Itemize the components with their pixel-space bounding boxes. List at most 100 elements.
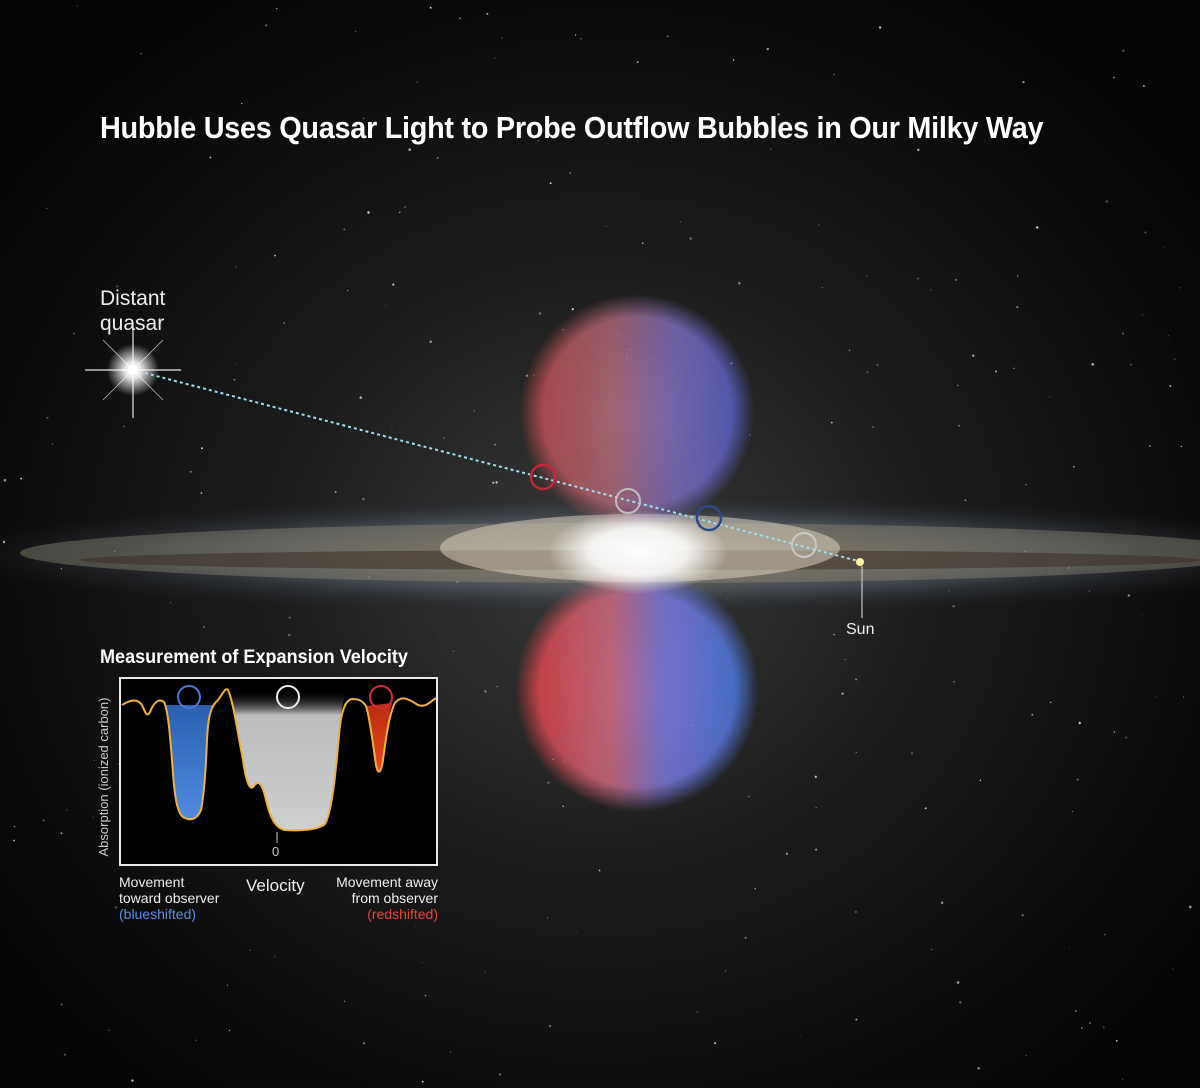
star <box>283 322 286 324</box>
star <box>1025 483 1027 486</box>
star <box>226 984 229 986</box>
star <box>598 869 601 872</box>
star <box>636 61 639 64</box>
star <box>170 602 172 604</box>
redshift-caption-line1: Movement away <box>336 874 438 890</box>
star <box>1172 968 1174 970</box>
star <box>1049 701 1052 704</box>
absorption-chart <box>119 677 438 866</box>
star <box>959 1000 962 1004</box>
star <box>833 73 835 76</box>
star <box>576 931 578 933</box>
star <box>841 692 844 695</box>
star <box>495 481 498 484</box>
star <box>953 680 956 683</box>
blueshift-absorption <box>166 705 213 820</box>
star <box>76 4 78 7</box>
star <box>833 633 835 636</box>
star <box>408 148 411 151</box>
quasar-label-line1: Distant <box>100 287 166 310</box>
star <box>355 125 358 127</box>
star <box>1125 736 1128 739</box>
star <box>1149 445 1151 447</box>
star <box>273 254 276 257</box>
star <box>1081 1027 1083 1029</box>
star <box>878 26 882 29</box>
star <box>362 117 365 120</box>
star <box>815 807 817 809</box>
star <box>569 172 572 175</box>
star <box>359 396 363 399</box>
star <box>911 118 913 120</box>
star <box>1180 445 1182 448</box>
star <box>1072 465 1075 468</box>
star <box>189 470 192 473</box>
star <box>249 949 251 951</box>
star <box>1017 275 1019 277</box>
blueshift-caption: Movement toward observer (blueshifted) <box>119 874 219 922</box>
star <box>977 1066 980 1070</box>
star <box>844 658 846 661</box>
redshift-caption-line3: (redshifted) <box>367 906 438 922</box>
star <box>399 211 401 213</box>
star <box>388 656 391 659</box>
star <box>848 349 851 352</box>
quasar <box>85 322 181 418</box>
star <box>343 228 346 231</box>
star <box>605 225 607 228</box>
star <box>367 211 370 214</box>
star <box>424 994 427 997</box>
star <box>537 139 540 142</box>
star <box>931 948 933 951</box>
star <box>436 157 439 159</box>
page-title: Hubble Uses Quasar Light to Probe Outflo… <box>100 110 1044 145</box>
star <box>696 1011 698 1013</box>
redshift-caption-line2: from observer <box>351 890 438 906</box>
star <box>1078 721 1081 725</box>
chart-title: Measurement of Expansion Velocity <box>100 647 408 668</box>
chart-marker-blue <box>177 685 201 709</box>
star <box>452 650 455 652</box>
quasar-label-line2: quasar <box>100 312 165 335</box>
star <box>1016 306 1019 309</box>
chart-marker-white <box>276 685 300 709</box>
star <box>814 775 817 778</box>
star <box>1142 314 1144 316</box>
star <box>390 439 392 441</box>
star <box>63 1053 67 1056</box>
star <box>876 363 879 366</box>
marker-blue <box>695 504 723 532</box>
blueshift-caption-line3: (blueshifted) <box>119 906 197 922</box>
star <box>391 426 393 428</box>
star <box>429 6 432 9</box>
star <box>140 53 142 55</box>
star <box>501 37 503 39</box>
star <box>957 384 959 386</box>
star <box>420 446 422 448</box>
star <box>117 763 120 766</box>
star <box>1021 914 1024 917</box>
star <box>1113 76 1115 79</box>
star <box>855 1018 858 1021</box>
star <box>392 283 395 286</box>
star <box>235 266 237 268</box>
star <box>347 290 349 292</box>
star <box>1074 1009 1077 1012</box>
star <box>429 340 432 343</box>
sun-marker <box>856 558 864 566</box>
star <box>459 17 461 20</box>
star <box>713 1041 717 1045</box>
star <box>195 1039 197 1041</box>
star <box>1031 713 1034 716</box>
star <box>855 678 858 681</box>
star <box>1049 396 1051 398</box>
star <box>13 839 15 842</box>
star <box>496 686 498 688</box>
star <box>817 224 820 226</box>
star <box>494 57 496 59</box>
star <box>484 690 487 693</box>
outflow-bubbles <box>510 290 765 815</box>
star <box>275 7 278 10</box>
star <box>910 752 914 755</box>
star <box>854 910 858 914</box>
